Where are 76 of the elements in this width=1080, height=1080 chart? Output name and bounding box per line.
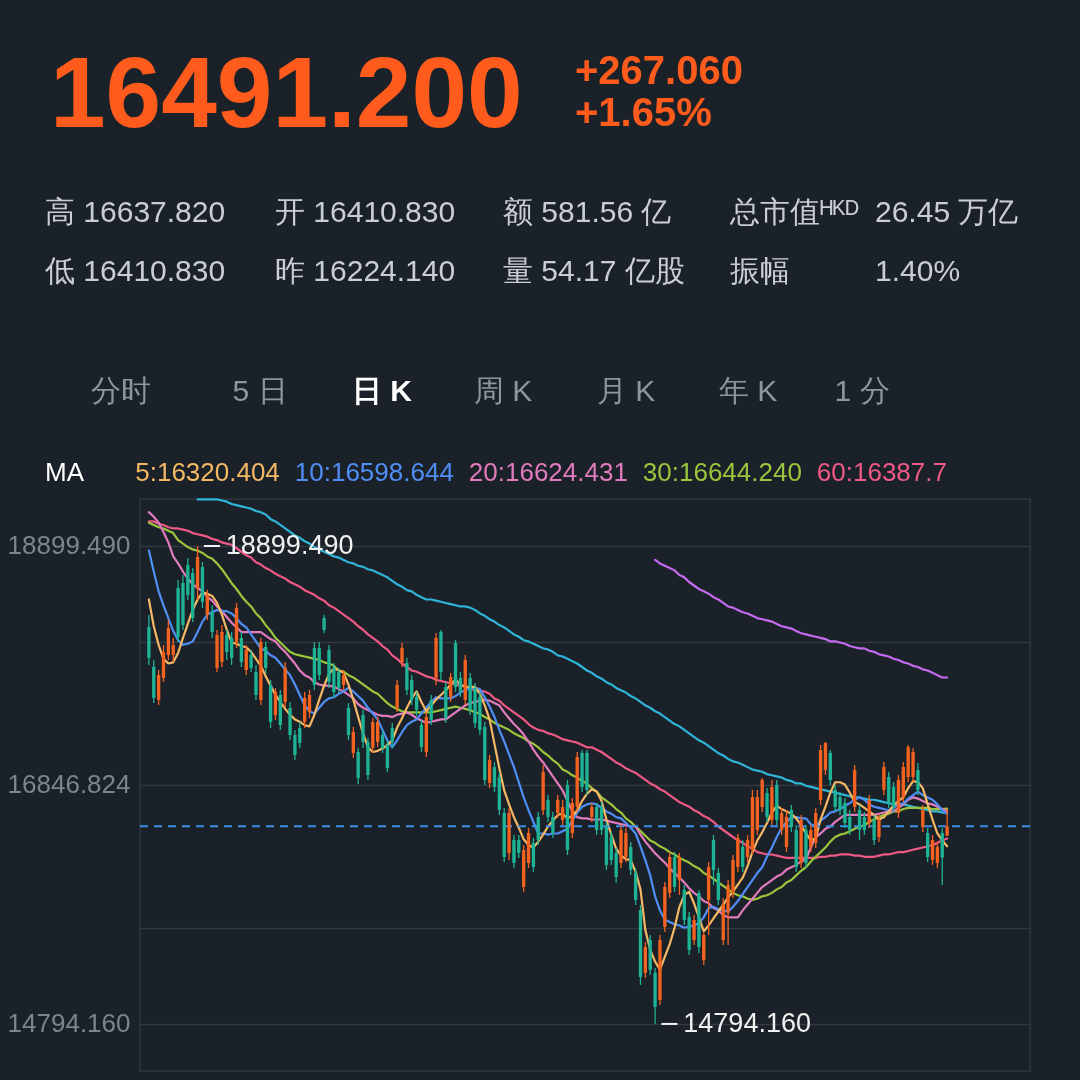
candlestick	[765, 787, 769, 823]
candlestick	[741, 839, 745, 873]
text: 26.45 万亿	[875, 195, 1019, 228]
text: 5 日	[232, 374, 288, 407]
text: 1 分	[834, 374, 890, 407]
line-series	[653, 558, 949, 679]
candlestick	[531, 837, 536, 873]
text: 月 K	[596, 374, 656, 407]
candlestick	[857, 804, 862, 841]
candlestick	[341, 669, 346, 691]
candlestick	[351, 726, 355, 759]
candlestick	[882, 761, 886, 796]
text: 振幅	[730, 254, 790, 287]
candlestick	[492, 761, 497, 793]
text: 额 581.56 亿	[503, 195, 672, 228]
text: 60:16387.7	[816, 457, 947, 487]
text: 总市值ᴴᴷᴰ	[729, 195, 860, 228]
text: 20:16624.431	[468, 457, 628, 487]
candlestick	[595, 802, 599, 836]
candlestick	[935, 841, 940, 869]
candlestick	[551, 811, 555, 839]
chart-title: 16491.200	[50, 36, 523, 148]
candlestick	[945, 808, 949, 837]
text: +267.060	[575, 48, 743, 92]
text: 日 K	[352, 374, 413, 407]
candlestick	[867, 794, 871, 829]
text: 30:16644.240	[642, 457, 802, 487]
text: 开 16410.830	[275, 195, 456, 228]
legend-title: MA	[45, 457, 85, 487]
text: 高 16637.820	[45, 195, 226, 228]
text: 1.40%	[875, 254, 961, 287]
y-tick-label: 16846.824	[7, 769, 131, 800]
candlestick	[448, 672, 453, 703]
candlestick	[891, 781, 896, 813]
candlestick	[512, 834, 516, 869]
candlestick	[244, 644, 248, 676]
candlestick	[400, 642, 404, 668]
candlestick	[395, 679, 399, 713]
text: 低 16410.830	[45, 254, 226, 287]
candlestick	[273, 687, 278, 721]
candlestick	[916, 762, 920, 796]
candlestick	[872, 814, 876, 846]
annotation: 14794.160	[683, 1007, 811, 1038]
candlestick	[249, 649, 253, 673]
y-tick-label: 14794.160	[7, 1008, 131, 1039]
text: +1.65%	[575, 90, 712, 134]
text: 分时	[91, 374, 151, 407]
candlestick	[629, 841, 633, 876]
candlestick	[599, 801, 604, 836]
text: 量 54.17 亿股	[503, 254, 685, 287]
candlestick	[930, 834, 935, 866]
text: 年 K	[718, 374, 778, 407]
y-tick-label: 18899.490	[7, 530, 131, 561]
candlestick	[877, 814, 881, 843]
candlestick	[254, 664, 258, 701]
candlestick	[677, 852, 682, 896]
candlestick	[380, 729, 385, 754]
text: 5:16320.404	[135, 457, 280, 487]
candlestick	[536, 811, 540, 846]
candlestick	[264, 641, 268, 674]
candlestick	[375, 716, 380, 748]
line-series	[147, 591, 949, 971]
text: 周 K	[473, 374, 533, 407]
candlestick	[429, 694, 433, 726]
candlestick	[302, 691, 307, 729]
candlestick	[692, 914, 696, 946]
candlestick	[229, 631, 234, 666]
text: 昨 16224.140	[275, 254, 456, 287]
candlestick	[385, 739, 390, 773]
text: 10:16598.644	[294, 457, 454, 487]
candlestick	[293, 729, 297, 761]
candlestick	[925, 827, 930, 863]
candlestick	[210, 604, 214, 639]
candlestick	[487, 754, 492, 789]
candlestick	[205, 589, 209, 621]
candlestick	[546, 794, 550, 823]
